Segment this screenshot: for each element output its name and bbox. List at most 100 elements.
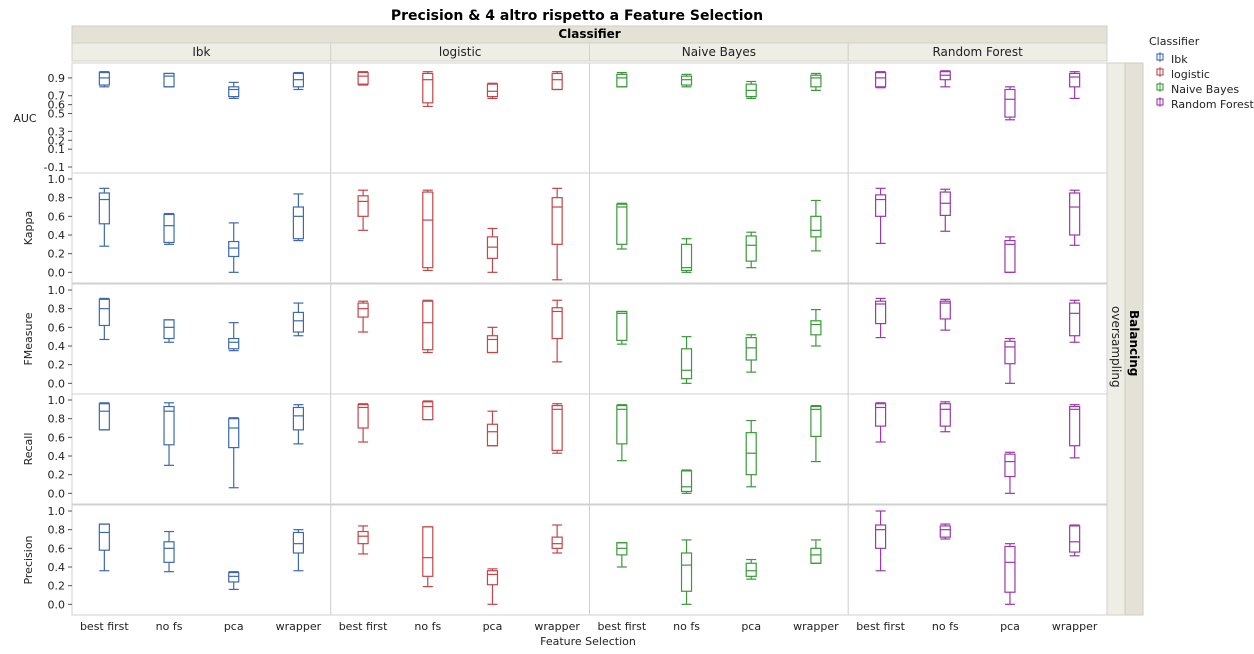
box-plot: [422, 299, 434, 354]
box-iqr: [1004, 340, 1016, 365]
x-tick-label: pca: [483, 620, 503, 633]
box-plot: [228, 571, 240, 591]
y-tick-label: 1.0: [48, 394, 66, 407]
box-plot: [874, 402, 887, 443]
box-plot: [292, 193, 305, 242]
box-iqr: [939, 403, 951, 427]
box-plot: [680, 73, 693, 88]
y-tick-label: 0.1: [48, 143, 66, 156]
panel-frame: [847, 504, 1108, 616]
panel-frame: [589, 62, 849, 174]
box-iqr: [1069, 302, 1081, 337]
legend-entry: Random Forest: [1156, 97, 1254, 111]
box-plot: [1069, 189, 1081, 246]
x-tick-label: no fs: [156, 620, 183, 633]
box-plot: [810, 405, 822, 463]
y-tick-label: 1.0: [48, 284, 66, 297]
box-plot: [98, 402, 110, 431]
y-tick-label: 0.2: [48, 469, 66, 482]
box-plot: [98, 71, 110, 88]
panel-header: [847, 42, 1108, 62]
x-tick-label: pca: [1000, 620, 1020, 633]
box-plot: [98, 297, 110, 341]
box-plots: [98, 70, 1081, 605]
y-tick-label: 0.2: [48, 248, 66, 261]
y-tick-label: 0.7: [48, 90, 66, 103]
box-iqr: [1004, 453, 1016, 478]
y-tick-label: 0.8: [48, 524, 66, 537]
box-plot: [163, 319, 175, 343]
y-tick-label: 0.9: [48, 72, 66, 85]
box-plot: [163, 212, 175, 245]
box-plot: [422, 400, 434, 421]
box-iqr: [874, 403, 887, 427]
row-group-strip: [1124, 62, 1144, 616]
legend-label: Ibk: [1171, 53, 1188, 66]
box-plot: [1069, 299, 1081, 343]
box-iqr: [422, 526, 434, 577]
box-plot: [292, 529, 305, 572]
box-plot: [745, 231, 757, 269]
y-tick-label: 0.8: [48, 303, 66, 316]
box-plot: [486, 326, 499, 354]
panel-label: logistic: [439, 45, 482, 59]
box-plot: [810, 72, 822, 91]
box-iqr: [422, 300, 434, 351]
x-tick-label: pca: [741, 620, 761, 633]
legend-label: Random Forest: [1171, 98, 1254, 111]
box-iqr: [1004, 88, 1016, 118]
box-plot: [163, 530, 175, 573]
y-tick-label: 0.4: [48, 340, 66, 353]
box-iqr: [745, 337, 757, 361]
box-plot: [551, 403, 563, 454]
box-iqr: [357, 195, 369, 217]
box-iqr: [163, 405, 175, 446]
x-tick-label: no fs: [673, 620, 700, 633]
panel-frame: [847, 393, 1108, 505]
y-tick-label: -0.1: [44, 161, 65, 174]
panel-label: Random Forest: [932, 45, 1023, 59]
box-plot: [939, 523, 951, 540]
box-plot: [745, 80, 757, 100]
y-tick-label: 1.0: [48, 173, 66, 186]
panel-frame: [330, 504, 590, 616]
box-plot: [745, 558, 757, 580]
box-iqr: [680, 75, 693, 86]
box-iqr: [1004, 240, 1016, 273]
x-tick-label: pca: [224, 620, 244, 633]
box-plot: [228, 222, 240, 273]
box-iqr: [357, 404, 369, 429]
box-plot: [745, 419, 757, 488]
y-tick-label: 0.6: [48, 542, 66, 555]
box-plot: [1004, 337, 1016, 384]
y-tick-label: 0.6: [48, 321, 66, 334]
y-tick-label: 0.0: [48, 487, 66, 500]
box-plot: [939, 298, 951, 331]
box-plot: [939, 70, 951, 88]
y-tick-label: 0.2: [48, 134, 66, 147]
y-tick-label: 0.6: [48, 431, 66, 444]
box-plot: [292, 71, 305, 91]
box-plot: [680, 238, 693, 273]
box-iqr: [939, 525, 951, 538]
box-iqr: [228, 240, 240, 258]
box-plot: [1004, 451, 1016, 494]
box-plot: [680, 469, 693, 494]
box-iqr: [228, 337, 240, 350]
panel-frame: [330, 283, 590, 395]
box-plot: [486, 410, 499, 447]
axes: -0.10.10.20.30.50.60.70.9AUC0.00.20.40.6…: [13, 72, 1098, 633]
box-plot: [616, 202, 628, 250]
chart-title: Precision & 4 altro rispetto a Feature S…: [391, 8, 763, 24]
box-iqr: [1069, 405, 1081, 447]
panel-label: Naive Bayes: [682, 45, 756, 59]
box-iqr: [486, 335, 499, 354]
box-iqr: [680, 243, 693, 272]
box-plot: [874, 510, 887, 572]
legend-swatch: [1156, 83, 1164, 91]
x-tick-label: best first: [80, 620, 129, 633]
metric-label: Precision: [22, 535, 35, 584]
box-plot: [810, 539, 822, 564]
legend-swatch: [1156, 68, 1164, 76]
box-plot: [422, 189, 434, 272]
